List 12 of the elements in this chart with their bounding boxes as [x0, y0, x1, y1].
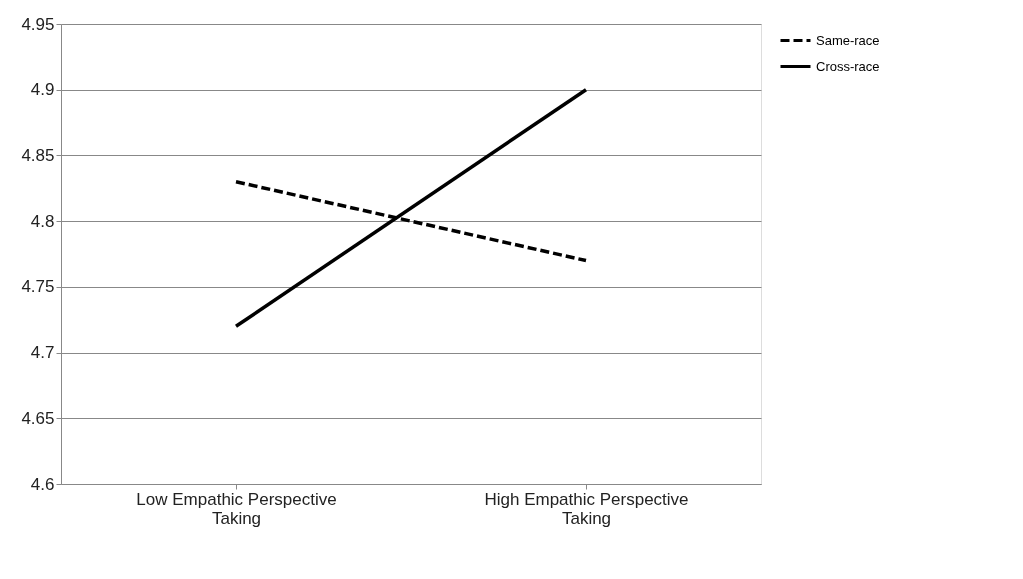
- x-tick-label: Low Empathic Perspective Taking: [136, 489, 337, 528]
- y-tick-label: 4.6: [30, 474, 55, 494]
- x-tick-label: High Empathic Perspective Taking: [484, 489, 689, 528]
- y-tick-label: 4.75: [21, 277, 55, 297]
- y-tick-label: 4.8: [30, 211, 55, 231]
- y-tick-label: 4.95: [21, 14, 55, 34]
- y-tick-label: 4.7: [30, 343, 55, 363]
- legend-label: Same-race: [816, 32, 880, 48]
- y-tick-label: 4.85: [21, 145, 55, 165]
- legend-label: Cross-race: [816, 58, 880, 74]
- y-tick-label: 4.9: [30, 80, 55, 100]
- y-tick-label: 4.65: [21, 408, 55, 428]
